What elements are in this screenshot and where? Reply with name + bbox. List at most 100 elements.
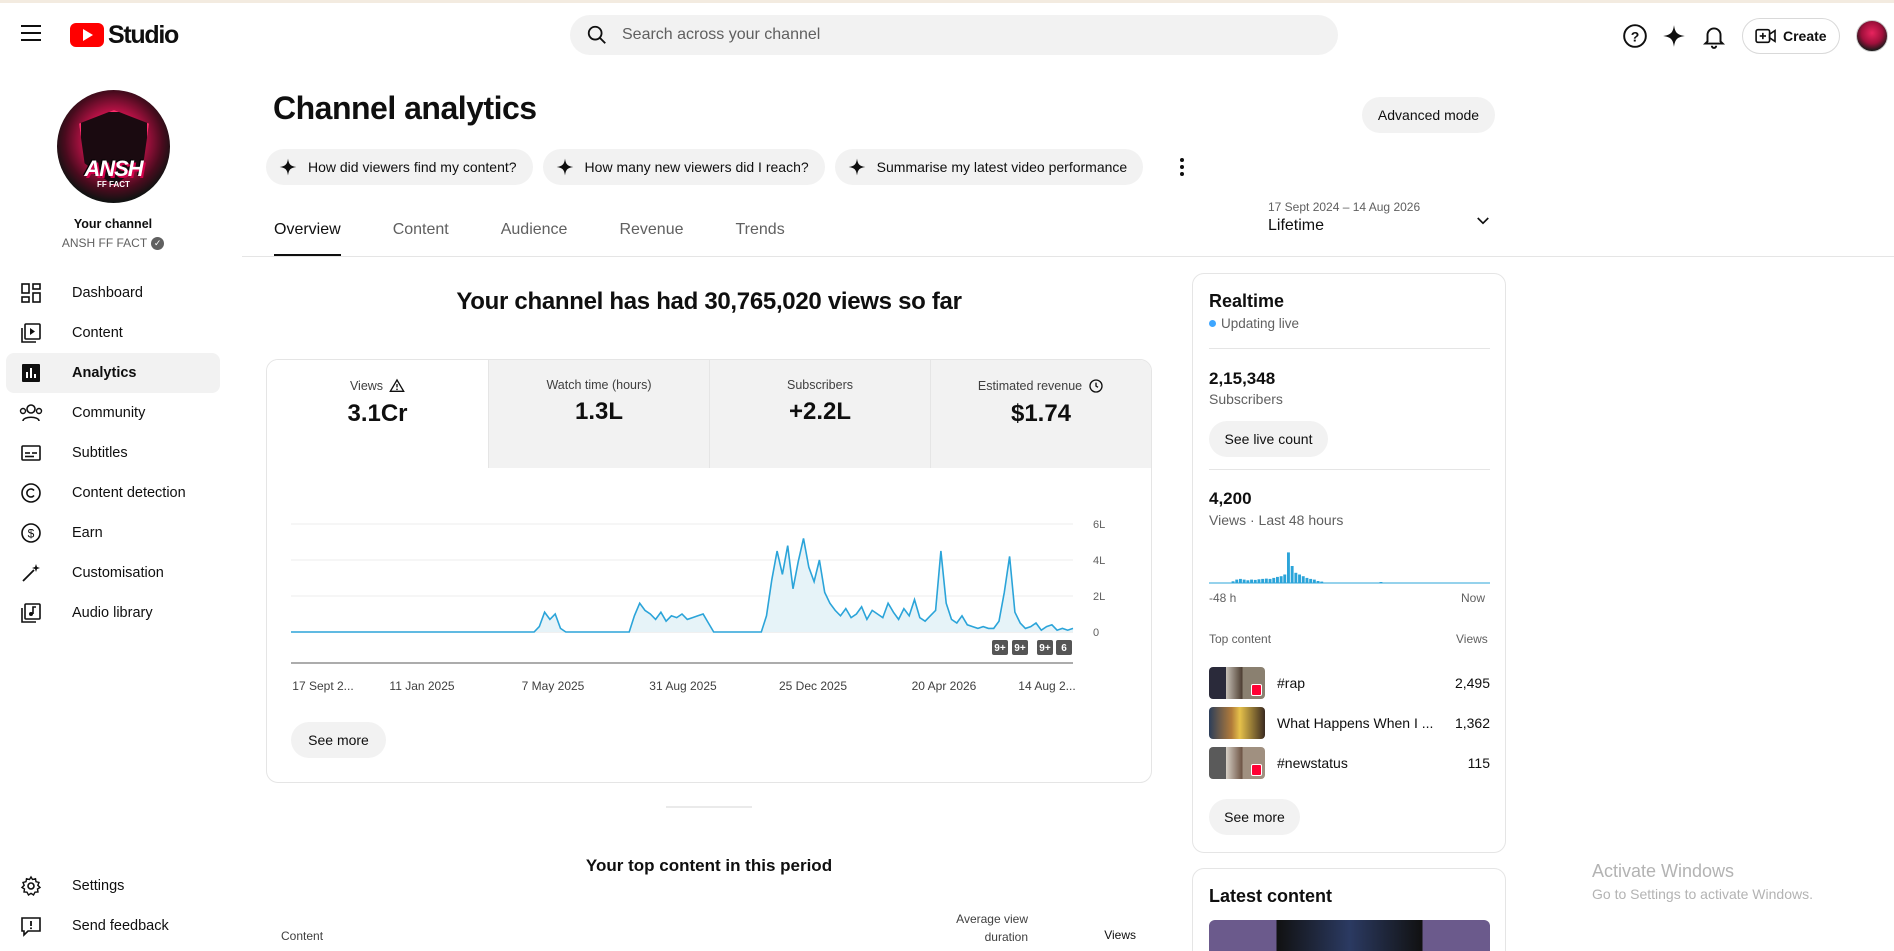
realtime-bar (1246, 580, 1250, 583)
annotation-badge (1056, 640, 1072, 655)
tab-content[interactable]: Content (392, 221, 449, 238)
metric-label: Subscribers (787, 378, 853, 392)
realtime-bar (1294, 572, 1298, 583)
realtime-bar (1316, 581, 1320, 583)
search-input[interactable] (622, 26, 1302, 44)
overview-chart-card: Views 3.1Cr Watch time (hours) 1.3L Subs… (266, 359, 1152, 783)
top-content-row[interactable]: #newstatus 115 (1209, 747, 1490, 779)
column-header-content[interactable]: Content (281, 929, 324, 943)
create-video-icon (1755, 28, 1776, 44)
search-bar[interactable] (570, 15, 1338, 55)
realtime-views-bar-chart[interactable] (1209, 544, 1490, 584)
sidebar-item-label: Earn (72, 525, 103, 541)
y-tick-label: 2L (1093, 591, 1105, 603)
tab-overview[interactable]: Overview (274, 211, 341, 257)
chip-new-viewers[interactable]: How many new viewers did I reach? (542, 149, 825, 185)
advanced-mode-button[interactable]: Advanced mode (1362, 97, 1495, 133)
clock-icon[interactable] (1088, 378, 1104, 394)
views-line-chart[interactable]: 6L 4L 2L 0 17 Sept 2... 11 Jan 2025 7 May 2025… (267, 468, 1152, 718)
hamburger-menu-icon[interactable] (18, 21, 46, 49)
help-icon[interactable]: ? (1622, 23, 1648, 49)
realtime-x-start: -48 h (1209, 591, 1237, 605)
column-header-avg-view-duration[interactable]: Average view duration (956, 912, 1028, 944)
tab-revenue[interactable]: Revenue (619, 221, 684, 238)
see-live-count-button[interactable]: See live count (1209, 421, 1328, 457)
sparkle-icon (556, 158, 573, 176)
top-content-row[interactable]: What Happens When I ... 1,362 (1209, 707, 1490, 739)
sidebar-item-earn[interactable]: $ Earn (6, 513, 220, 553)
metric-views[interactable]: Views 3.1Cr (267, 360, 488, 468)
sidebar-item-community[interactable]: Community (6, 393, 220, 433)
annotation-badge (992, 640, 1008, 655)
sidebar-item-send-feedback[interactable]: Send feedback (6, 906, 220, 946)
sidebar-item-dashboard[interactable]: Dashboard (6, 273, 220, 313)
channel-name[interactable]: ANSH FF FACT ✓ (0, 236, 226, 250)
copyright-icon (18, 480, 44, 506)
audio-library-icon (18, 600, 44, 626)
sidebar-item-analytics[interactable]: Analytics (6, 353, 220, 393)
views-column-label: Views (1456, 632, 1488, 646)
see-more-button[interactable]: See more (291, 722, 386, 758)
bell-icon[interactable] (1701, 23, 1727, 49)
realtime-bar (1287, 552, 1290, 583)
sidebar-item-label: Analytics (72, 365, 137, 381)
live-dot-icon (1209, 320, 1216, 327)
gear-icon (18, 873, 44, 899)
metric-estimated-revenue[interactable]: Estimated revenue $1.74 (930, 360, 1151, 468)
column-header-views[interactable]: Views (1104, 928, 1136, 942)
realtime-subscribers-label: Subscribers (1209, 391, 1283, 407)
sidebar-item-content[interactable]: Content (6, 313, 220, 353)
series-line (291, 538, 1074, 633)
chip-viewers-find-content[interactable]: How did viewers find my content? (266, 149, 533, 185)
channel-avatar[interactable]: ANSH FF FACT (57, 90, 170, 203)
latest-content-title: Latest content (1209, 886, 1333, 906)
video-views: 1,362 (1454, 715, 1490, 731)
metric-subscribers[interactable]: Subscribers +2.2L (709, 360, 930, 468)
latest-content-thumbnail[interactable] (1209, 920, 1490, 951)
sidebar-item-label: Send feedback (72, 918, 169, 934)
tab-audience[interactable]: Audience (500, 221, 568, 238)
realtime-x-end: Now (1461, 591, 1486, 605)
sidebar-item-subtitles[interactable]: Subtitles (6, 433, 220, 473)
y-tick-label: 0 (1093, 627, 1099, 639)
more-options-icon[interactable] (1170, 153, 1194, 181)
realtime-bar (1242, 579, 1246, 583)
sparkle-icon (848, 158, 865, 176)
sidebar-nav: Dashboard Content Analytics Community Su… (6, 273, 220, 633)
video-title: What Happens When I ... (1277, 715, 1434, 731)
video-title: #newstatus (1277, 755, 1348, 771)
account-avatar[interactable] (1856, 20, 1888, 52)
sidebar-item-content-detection[interactable]: Content detection (6, 473, 220, 513)
date-range-text: 17 Sept 2024 – 14 Aug 2026 (1268, 200, 1421, 214)
youtube-studio-logo[interactable]: Studio (70, 20, 179, 50)
realtime-bar (1253, 579, 1257, 583)
sidebar-item-settings[interactable]: Settings (6, 866, 220, 906)
realtime-bar (1276, 576, 1279, 583)
realtime-bar (1320, 581, 1324, 583)
chip-summarise-latest-video[interactable]: Summarise my latest video performance (834, 149, 1144, 185)
chevron-down-icon (1477, 217, 1489, 225)
sparkle-icon[interactable] (1661, 23, 1687, 49)
date-range-picker[interactable]: 17 Sept 2024 – 14 Aug 2026 Lifetime (1268, 200, 1494, 240)
date-range-label: Lifetime (1268, 217, 1325, 234)
metric-label: Estimated revenue (977, 379, 1083, 393)
warning-icon[interactable] (389, 378, 405, 394)
tab-trends[interactable]: Trends (735, 221, 785, 238)
sidebar-item-audio-library[interactable]: Audio library (6, 593, 220, 633)
top-content-label: Top content (1209, 632, 1272, 646)
video-title: #rap (1277, 675, 1306, 691)
metric-watch-time[interactable]: Watch time (hours) 1.3L (488, 360, 709, 468)
annotation-badge (1012, 640, 1028, 655)
realtime-views: 4,200 (1209, 489, 1252, 508)
video-thumbnail (1209, 747, 1265, 779)
see-more-button[interactable]: See more (1209, 799, 1300, 835)
create-button[interactable]: Create (1742, 18, 1840, 54)
x-tick-label: 11 Jan 2025 (389, 679, 454, 693)
latest-content-card: Latest content (1192, 868, 1506, 951)
sidebar-item-customisation[interactable]: Customisation (6, 553, 220, 593)
realtime-bar (1290, 566, 1294, 583)
top-content-row[interactable]: #rap 2,495 (1209, 667, 1490, 699)
sidebar-item-label: Subtitles (72, 445, 128, 461)
realtime-bar (1261, 578, 1265, 583)
watermark-line1: Activate Windows (1592, 861, 1735, 881)
